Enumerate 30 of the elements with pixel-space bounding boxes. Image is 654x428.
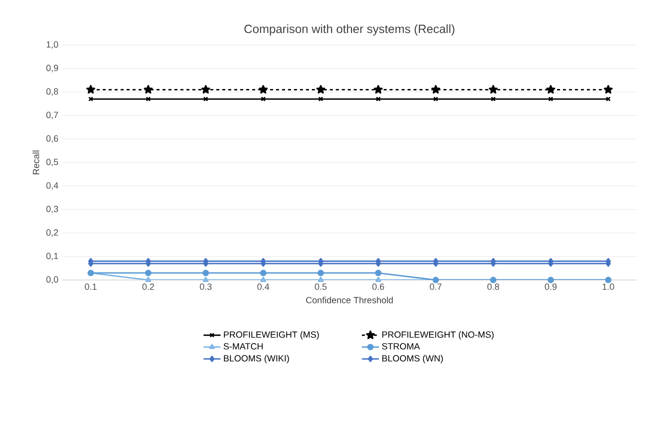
y-tick-label: 0,5 (46, 158, 58, 166)
x-tick-label: 0.8 (487, 284, 500, 290)
y-tick-label: 0,7 (46, 112, 58, 120)
y-tick-label: 0,2 (46, 229, 58, 237)
x-tick-label: 1.0 (602, 284, 614, 290)
y-tick-label: 0,4 (46, 182, 58, 190)
legend-label: S-MATCH (224, 343, 263, 350)
legend-label: BLOOMS (WN) (382, 354, 443, 364)
y-tick-label: 0,6 (46, 135, 58, 143)
x-tick-label: 0.1 (84, 284, 97, 290)
legend-label: PROFILEWEIGHT (NO-MS) (382, 331, 494, 340)
y-tick-label: 1,0 (46, 41, 58, 49)
y-tick-label: 0,0 (46, 276, 58, 284)
x-tick-label: 0.4 (257, 284, 270, 290)
x-tick-label: 0.9 (544, 284, 557, 290)
x-tick-label: 0.3 (200, 284, 212, 290)
y-tick-label: 0,9 (46, 64, 58, 72)
x-tick-label: 0.5 (314, 284, 327, 290)
y-tick-label: 0,3 (46, 206, 58, 214)
y-axis-title: Recall (32, 150, 40, 174)
legend-label: STROMA (382, 343, 420, 350)
legend-label: PROFILEWEIGHT (MS) (224, 331, 319, 340)
legend-label: BLOOMS (WIKI) (224, 354, 289, 364)
x-tick-label: 0.2 (142, 284, 154, 290)
y-tick-label: 0,8 (46, 88, 58, 96)
chart-title: Comparison with other systems (Recall) (244, 24, 454, 36)
y-tick-label: 0,1 (46, 252, 58, 260)
x-tick-label: 0.6 (372, 284, 384, 290)
x-axis-title: Confidence Threshold (306, 296, 393, 304)
x-tick-label: 0.7 (430, 284, 442, 290)
